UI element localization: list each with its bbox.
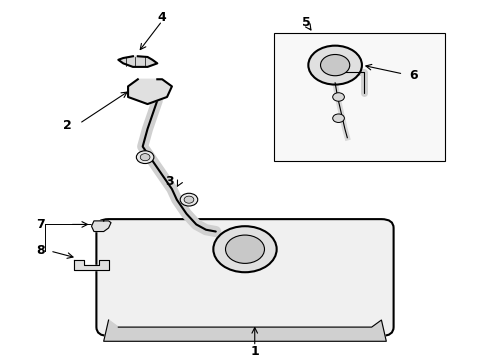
Circle shape: [136, 151, 154, 163]
Text: 5: 5: [301, 16, 310, 29]
Polygon shape: [128, 79, 172, 104]
Text: 8: 8: [36, 244, 45, 257]
Polygon shape: [74, 260, 109, 270]
Circle shape: [225, 235, 265, 264]
FancyBboxPatch shape: [97, 219, 393, 336]
Circle shape: [320, 54, 350, 76]
Text: 6: 6: [409, 69, 417, 82]
Circle shape: [308, 46, 362, 85]
Circle shape: [180, 193, 198, 206]
Text: 4: 4: [158, 11, 167, 24]
Circle shape: [333, 93, 344, 101]
Bar: [274, 33, 445, 161]
Polygon shape: [118, 56, 157, 67]
Polygon shape: [92, 221, 111, 231]
Polygon shape: [104, 320, 386, 341]
Text: 1: 1: [250, 345, 259, 358]
Text: 2: 2: [63, 119, 72, 132]
Circle shape: [184, 196, 194, 203]
Text: 7: 7: [36, 218, 45, 231]
Text: 3: 3: [165, 175, 174, 188]
Circle shape: [333, 114, 344, 122]
Circle shape: [213, 226, 277, 272]
Circle shape: [140, 154, 150, 161]
